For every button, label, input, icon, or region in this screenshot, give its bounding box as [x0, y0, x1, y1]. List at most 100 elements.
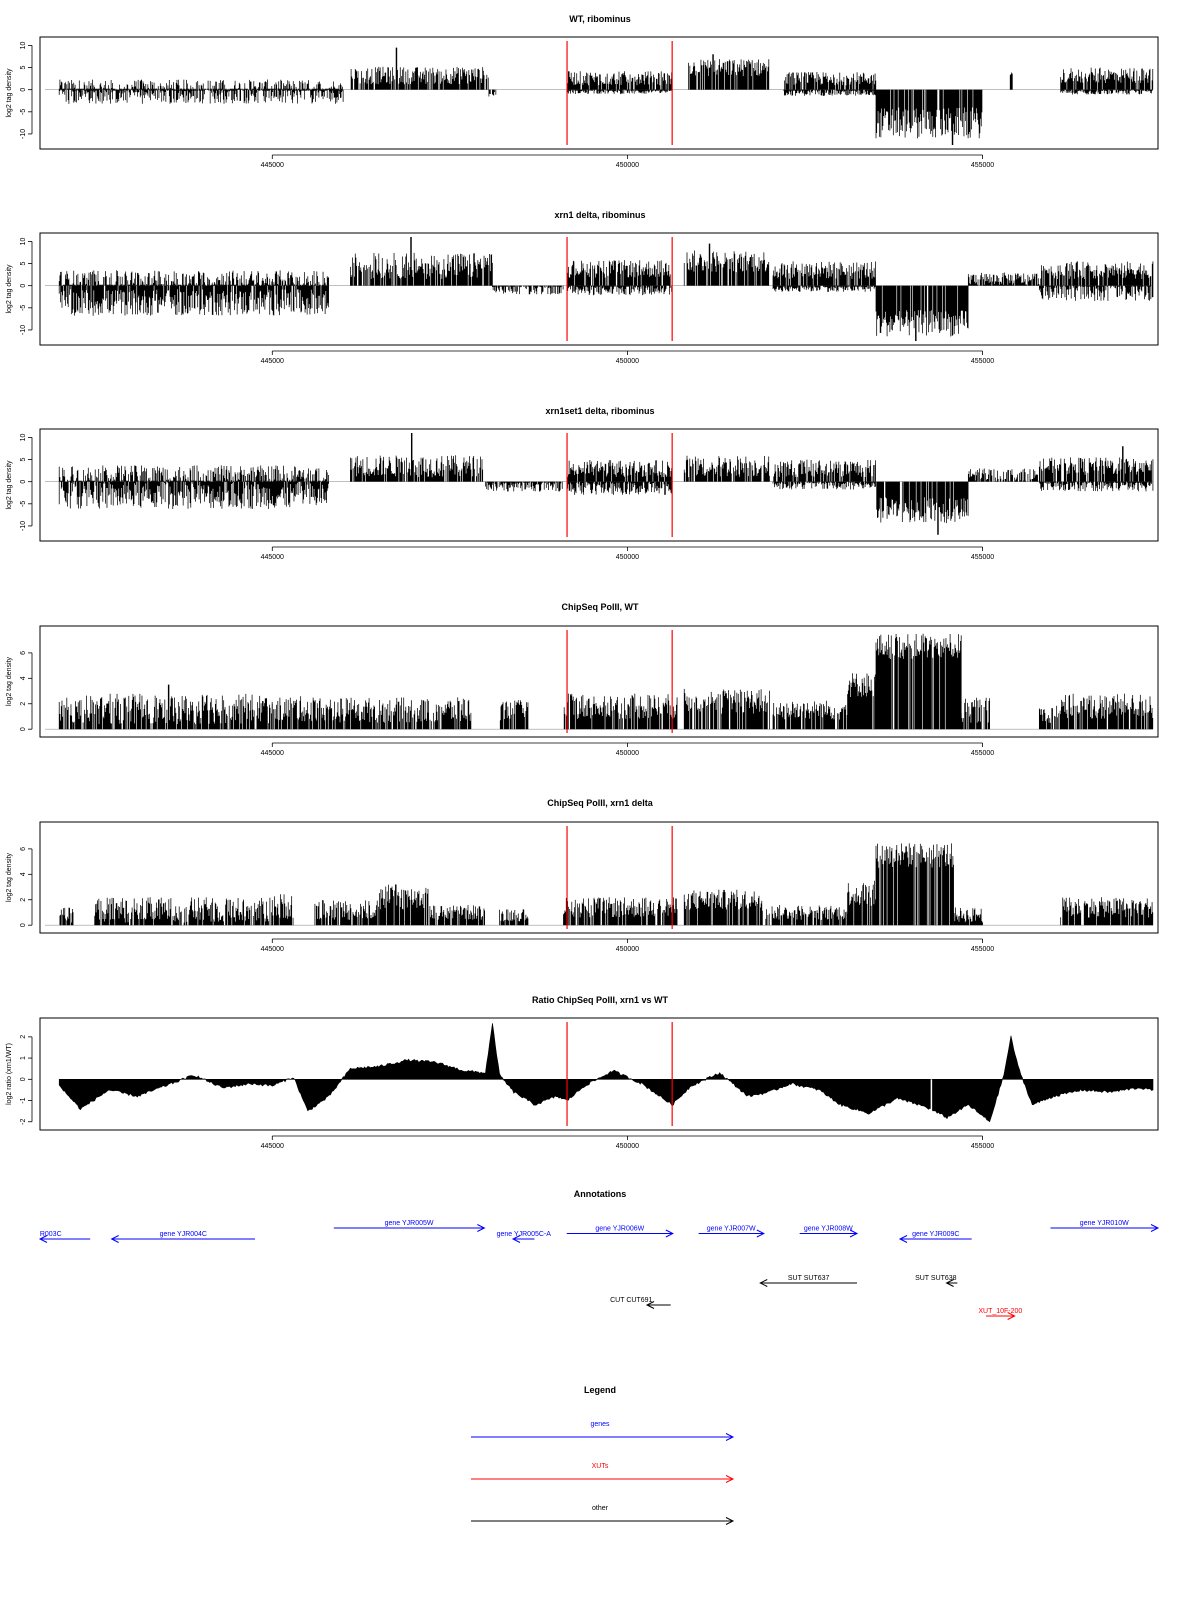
data-bars [960, 697, 990, 730]
chart-title: ChipSeq PolII, xrn1 delta [547, 798, 654, 808]
annotation-gene-yjr007w: gene YJR007W [698, 1226, 765, 1238]
chart-panel-1: xrn1 delta, ribominus -10 -5 0 5 10 log2 tag d… [6, 210, 1159, 365]
y-tick-label: 6 [20, 847, 27, 851]
arrow-head [725, 1433, 735, 1441]
annotation-sut-sut638: SUT SUT638 [915, 1275, 958, 1287]
arrow-head [477, 1224, 486, 1232]
x-tick-label: 450000 [616, 162, 639, 169]
data-bars [314, 900, 379, 926]
data-bars [1038, 446, 1154, 482]
y-tick-label: -2 [20, 1119, 27, 1125]
chart-title: Ratio ChipSeq PolII, xrn1 vs WT [532, 995, 669, 1005]
data-bars [772, 261, 876, 286]
x-tick-label: 445000 [261, 946, 284, 953]
data-bars [1060, 67, 1154, 90]
annotation-label: gene YJR007W [707, 1226, 756, 1233]
data-bars [967, 272, 1040, 286]
y-axis-label: log2 tag density [6, 460, 13, 510]
legend-label: XUTs [592, 1463, 609, 1470]
annotation-gene-yjr009c: gene YJR009C [898, 1231, 972, 1243]
y-axis-label: log2 tag density [6, 852, 13, 902]
data-bars [688, 54, 770, 90]
legend-item-other: other [471, 1505, 735, 1525]
y-tick-label: 0 [20, 284, 27, 288]
y-tick-label: 0 [20, 480, 27, 484]
x-tick-label: 455000 [971, 554, 994, 561]
arrow-head [38, 1235, 48, 1243]
y-tick-label: 2 [20, 1035, 27, 1039]
data-bars [350, 47, 489, 90]
legend-item-genes: genes [471, 1421, 735, 1441]
y-tick-label: 2 [20, 702, 27, 706]
annotation-gene-yjr005c-a: gene YJR005C-A [497, 1231, 551, 1243]
data-bars [492, 285, 564, 295]
data-bars [1060, 693, 1154, 730]
chart-title: xrn1 delta, ribominus [554, 210, 645, 220]
arrow-head [945, 1279, 954, 1287]
chart-panel-3: ChipSeq PolII, WT 0 2 4 6 log2 tag density 445… [6, 602, 1159, 757]
y-tick-label: 0 [20, 88, 27, 92]
data-bars [58, 79, 343, 90]
data-bars [683, 243, 770, 286]
arrow-head [759, 1279, 768, 1287]
y-tick-label: -1 [20, 1097, 27, 1103]
data-bars [566, 481, 672, 495]
data-bars [271, 894, 294, 926]
x-tick-label: 455000 [971, 946, 994, 953]
data-bars [876, 481, 969, 535]
plot-frame [39, 36, 1159, 150]
y-tick-label: 10 [20, 237, 27, 245]
data-bars [683, 455, 770, 482]
data-bars [953, 907, 983, 926]
data-bars [350, 433, 484, 482]
data-bars [1038, 705, 1061, 730]
data-bars [847, 673, 877, 730]
data-bars [773, 459, 876, 482]
data-bars [429, 905, 486, 926]
data-bars [271, 696, 322, 730]
annotation-label: gene YJR006W [595, 1226, 644, 1233]
y-tick-label: 10 [20, 41, 27, 49]
data-bars [58, 285, 329, 316]
annotation-gene-yjr006w: gene YJR006W [566, 1226, 674, 1238]
y-tick-label: -5 [20, 501, 27, 507]
data-bars [567, 260, 671, 286]
data-bars [566, 71, 672, 90]
data-bars [58, 697, 73, 730]
x-tick-label: 450000 [616, 1143, 639, 1150]
y-tick-label: 5 [20, 262, 27, 266]
data-bars [1060, 897, 1154, 926]
y-tick-label: 4 [20, 872, 27, 876]
data-bars [1040, 261, 1154, 286]
y-tick-label: -5 [20, 305, 27, 311]
x-tick-label: 445000 [261, 358, 284, 365]
annotation-cut-cut691: CUT CUT691 [610, 1297, 671, 1309]
y-axis-label: log2 tag density [6, 264, 13, 314]
data-bars [783, 89, 877, 96]
arrow-head [1150, 1224, 1160, 1232]
legend-label: other [592, 1505, 609, 1512]
x-tick-label: 450000 [616, 750, 639, 757]
x-tick-label: 455000 [971, 1143, 994, 1150]
annotation-gene-yjr010w: gene YJR010W [1050, 1220, 1160, 1232]
y-axis-label: log2 tag density [6, 656, 13, 706]
data-bars [847, 880, 877, 926]
annotation-label: gene YJR005W [385, 1220, 434, 1227]
data-bars [566, 459, 672, 482]
chart-panel-0: WT, ribominus -10 -5 0 5 10 log2 tag density 44… [6, 14, 1159, 169]
arrow-head [898, 1235, 908, 1243]
arrow-head [511, 1235, 521, 1243]
data-bars [499, 700, 529, 730]
data-bars [875, 633, 962, 730]
y-tick-label: 6 [20, 651, 27, 655]
y-tick-label: 5 [20, 66, 27, 70]
annotation-gene-yjr005w: gene YJR005W [333, 1220, 486, 1232]
data-bars [566, 89, 672, 95]
y-tick-label: 4 [20, 676, 27, 680]
x-tick-label: 455000 [971, 358, 994, 365]
legend-label: genes [590, 1421, 610, 1428]
arrow-head [665, 1229, 674, 1238]
x-tick-label: 445000 [261, 1143, 284, 1150]
x-tick-label: 445000 [261, 750, 284, 757]
